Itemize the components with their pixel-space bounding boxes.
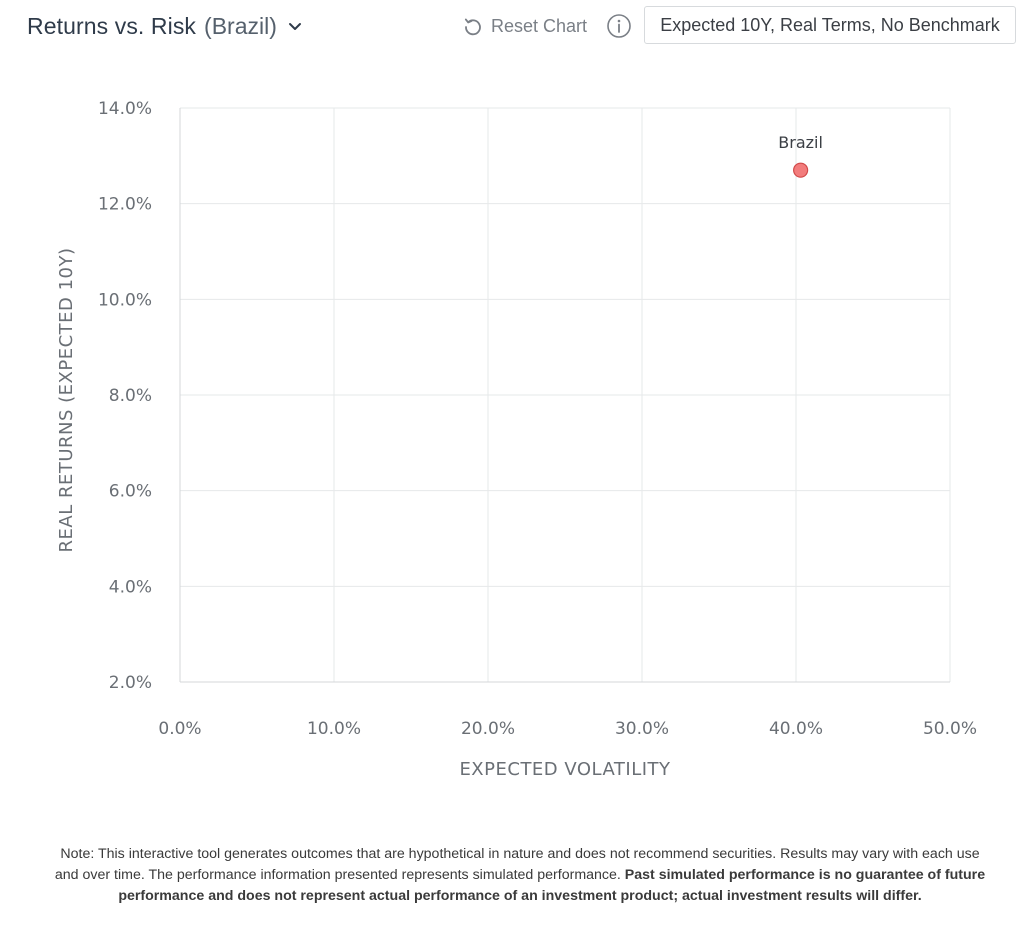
page-title: Returns vs. Risk (27, 12, 197, 39)
chart-title-dropdown[interactable]: Returns vs. Risk (Brazil) (27, 10, 303, 42)
reset-icon (463, 16, 483, 36)
reset-chart-button[interactable]: Reset Chart (463, 13, 587, 39)
disclaimer-bold-text: Past simulated performance is no guarant… (118, 867, 986, 904)
disclaimer-note: Note: This interactive tool generates ou… (50, 844, 990, 907)
returns-vs-risk-chart: 2.0% 4.0% 6.0% 8.0% 10.0% 12.0% 14.0% 0.0% 10.0%… (56, 99, 977, 780)
x-tick-label: 10.0% (307, 719, 361, 739)
data-point-label: Brazil (778, 133, 823, 152)
x-tick-label: 50.0% (923, 719, 977, 739)
y-tick-label: 2.0% (109, 673, 152, 693)
page-subtitle: (Brazil) (204, 12, 277, 39)
x-tick-label: 30.0% (615, 719, 669, 739)
x-axis-label: EXPECTED VOLATILITY (459, 759, 671, 780)
scenario-select-button[interactable]: Expected 10Y, Real Terms, No Benchmark (644, 6, 1016, 44)
y-tick-label: 10.0% (98, 290, 152, 310)
x-tick-label: 20.0% (461, 719, 515, 739)
y-tick-label: 8.0% (109, 386, 152, 406)
y-tick-label: 12.0% (98, 195, 152, 215)
y-axis-label: REAL RETURNS (EXPECTED 10Y) (56, 247, 77, 552)
x-tick-label: 40.0% (769, 719, 823, 739)
scenario-label: Expected 10Y, Real Terms, No Benchmark (660, 14, 1000, 35)
reset-chart-label: Reset Chart (491, 15, 588, 36)
y-tick-label: 6.0% (109, 482, 152, 502)
info-icon[interactable] (606, 13, 632, 39)
scatter-plot-svg: 2.0% 4.0% 6.0% 8.0% 10.0% 12.0% 14.0% 0.0% 10.0%… (56, 99, 977, 780)
x-tick-label: 0.0% (158, 719, 201, 739)
y-tick-label: 4.0% (109, 577, 152, 597)
disclaimer-text: Note: This interactive tool generates ou… (54, 846, 980, 883)
data-point-brazil (793, 162, 809, 178)
y-tick-label: 14.0% (98, 99, 152, 119)
chevron-down-icon (287, 18, 303, 34)
